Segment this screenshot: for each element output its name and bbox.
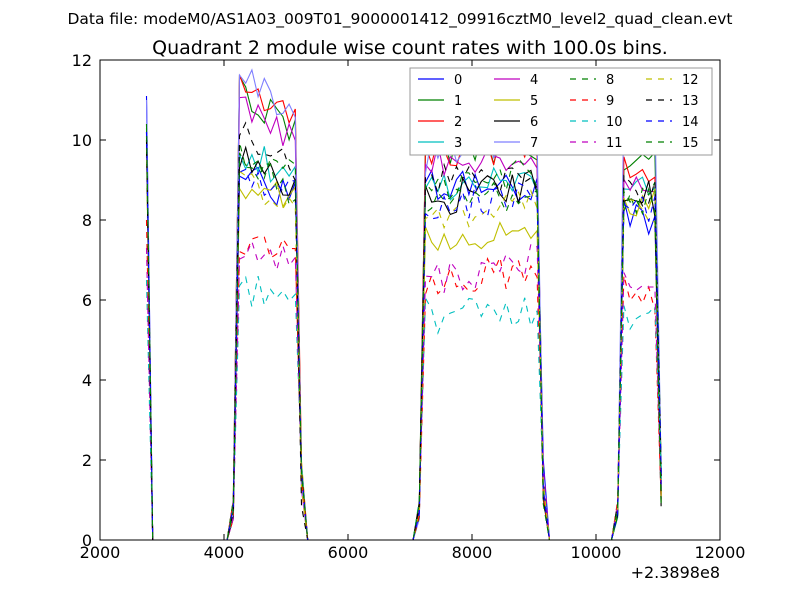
legend-label-13: 13 bbox=[682, 94, 699, 109]
x-tick-label: 8000 bbox=[452, 543, 493, 562]
legend-label-14: 14 bbox=[682, 115, 699, 130]
x-tick-label: 4000 bbox=[204, 543, 245, 562]
x-tick-label: 12000 bbox=[695, 543, 746, 562]
legend-label-4: 4 bbox=[530, 73, 538, 88]
x-offset-label: +2.3898e8 bbox=[631, 563, 720, 582]
x-tick-label: 2000 bbox=[80, 543, 121, 562]
legend-label-5: 5 bbox=[530, 94, 538, 109]
chart-title: Quadrant 2 module wise count rates with … bbox=[152, 37, 668, 59]
legend-label-0: 0 bbox=[454, 73, 462, 88]
y-tick-label: 2 bbox=[82, 451, 92, 470]
legend-label-8: 8 bbox=[606, 73, 614, 88]
legend-label-1: 1 bbox=[454, 94, 462, 109]
y-tick-label: 12 bbox=[72, 51, 92, 70]
legend-label-2: 2 bbox=[454, 115, 462, 130]
legend-label-9: 9 bbox=[606, 94, 614, 109]
y-tick-label: 8 bbox=[82, 211, 92, 230]
legend-label-6: 6 bbox=[530, 115, 538, 130]
legend-label-7: 7 bbox=[530, 136, 538, 151]
y-tick-label: 10 bbox=[72, 131, 92, 150]
legend-label-15: 15 bbox=[682, 136, 699, 151]
legend-label-10: 10 bbox=[606, 115, 623, 130]
x-tick-label: 10000 bbox=[571, 543, 622, 562]
legend-box bbox=[409, 67, 713, 156]
legend-label-3: 3 bbox=[454, 136, 462, 151]
y-tick-label: 6 bbox=[82, 291, 92, 310]
legend-label-11: 11 bbox=[606, 136, 623, 151]
x-tick-label: 6000 bbox=[328, 543, 369, 562]
y-tick-label: 0 bbox=[82, 531, 92, 550]
legend-label-12: 12 bbox=[682, 73, 699, 88]
chart-supertitle: Data file: modeM0/AS1A03_009T01_90000014… bbox=[67, 10, 732, 29]
y-tick-label: 4 bbox=[82, 371, 92, 390]
